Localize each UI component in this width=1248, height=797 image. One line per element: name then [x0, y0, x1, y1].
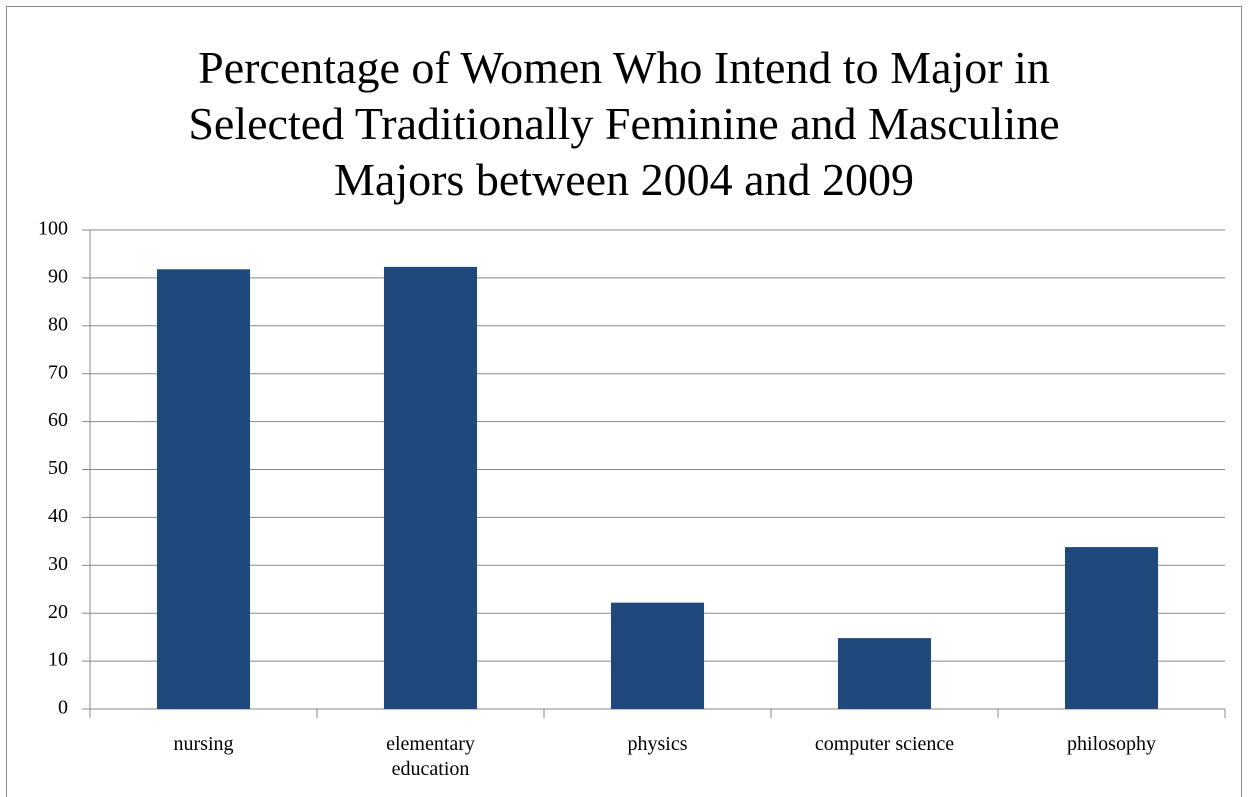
y-tick-label: 70	[48, 361, 68, 383]
y-tick-label: 10	[48, 649, 68, 671]
y-tick-label: 40	[48, 505, 68, 527]
y-tick-label: 30	[48, 553, 68, 575]
x-tick-label: computer science	[814, 733, 955, 755]
x-tick-label: physics	[627, 733, 688, 755]
y-tick-label: 20	[48, 601, 68, 623]
y-tick-label: 80	[48, 313, 68, 335]
bar	[610, 602, 705, 709]
y-tick-label: 60	[48, 409, 68, 431]
y-tick-label: 50	[48, 457, 68, 479]
chart-border	[6, 6, 1242, 797]
bar	[1064, 547, 1159, 709]
bar	[837, 638, 932, 709]
x-tick-label: philosophy	[1067, 733, 1156, 755]
x-tick-label: nursing	[173, 733, 234, 755]
bar	[156, 269, 251, 709]
y-tick-label: 100	[38, 218, 68, 240]
x-tick-label: elementary education	[386, 733, 475, 780]
bar	[383, 266, 478, 709]
y-tick-label: 90	[48, 265, 68, 287]
y-tick-label: 0	[58, 697, 68, 719]
chart-title: Percentage of Women Who Intend to Major …	[188, 42, 1060, 205]
